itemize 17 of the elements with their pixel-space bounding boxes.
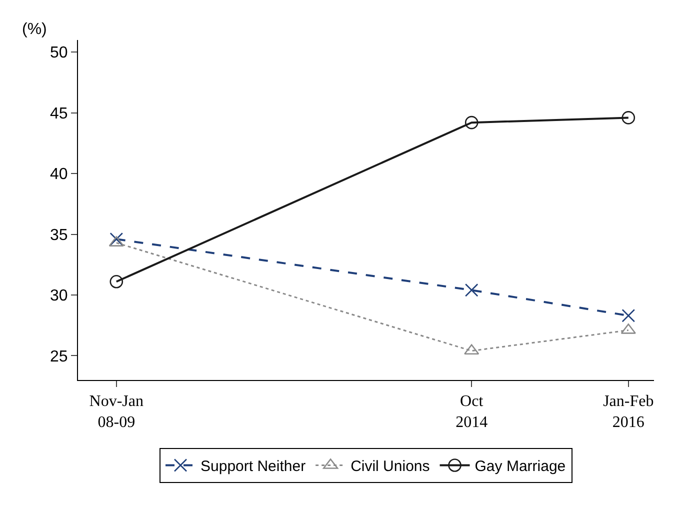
point — [110, 274, 124, 288]
y-axis-title: (%) — [22, 21, 47, 38]
y-tick-label: 30 — [50, 288, 68, 305]
x-tick-label: Nov-Jan 08-09 — [89, 393, 144, 431]
x-tick-label: Oct 2014 — [456, 393, 488, 431]
legend-label: Support Neither — [200, 458, 306, 476]
point — [622, 111, 636, 124]
y-tick-label: 25 — [50, 348, 68, 366]
y-tick-label: 50 — [50, 44, 68, 62]
point — [110, 232, 124, 246]
x-tick-label: Jan-Feb 2016 — [603, 393, 654, 431]
legend-label: Gay Marriage — [474, 458, 566, 476]
y-tick-label: 45 — [50, 105, 68, 122]
point — [622, 308, 636, 322]
y-tick-label: 35 — [50, 226, 68, 244]
y-tick-label: 40 — [50, 166, 68, 184]
legend-label: Civil Unions — [350, 458, 430, 476]
